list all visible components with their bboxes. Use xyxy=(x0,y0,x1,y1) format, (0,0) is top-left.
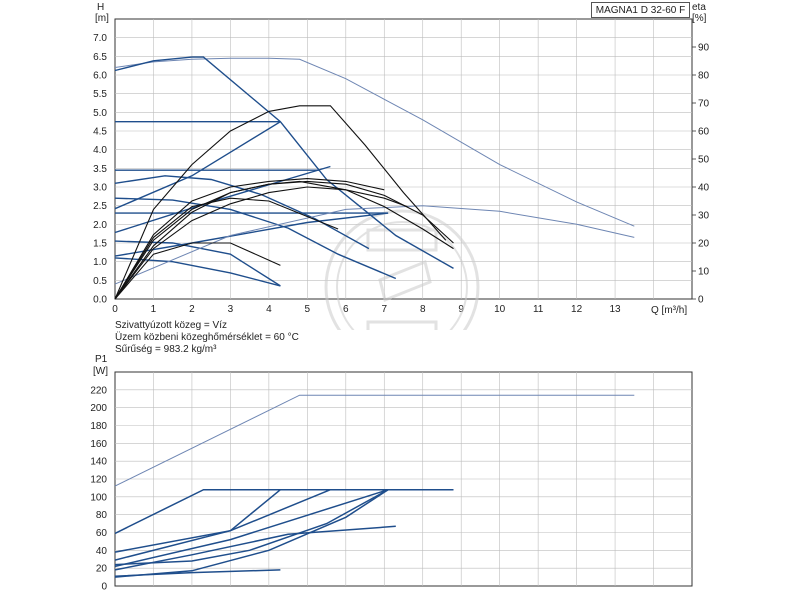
y-tick-label: 4.0 xyxy=(93,145,107,156)
y2-tick-label: 90 xyxy=(698,43,710,54)
y2-tick-label: 30 xyxy=(698,211,710,222)
plot-area xyxy=(114,18,693,300)
watermark-ring-inner xyxy=(336,221,468,330)
x-tick-label: 1 xyxy=(151,304,157,315)
power-curve xyxy=(114,489,389,566)
y-tick-label: 3.5 xyxy=(93,164,107,175)
x-tick-label: 12 xyxy=(571,304,583,315)
y2-tick-label: 40 xyxy=(698,183,710,194)
head-curve xyxy=(114,197,397,280)
power-curve xyxy=(114,488,454,535)
efficiency-curve xyxy=(114,242,281,300)
x-tick-label: 13 xyxy=(610,304,622,315)
y-tick-label: 6.0 xyxy=(93,71,107,82)
efficiency-curve xyxy=(114,105,447,300)
x-tick-label: 0 xyxy=(112,304,118,315)
y-tick-label: 0 xyxy=(101,582,107,593)
y-tick-label: 3.0 xyxy=(93,183,107,194)
pump-model-title: MAGNA1 D 32-60 F xyxy=(591,2,690,18)
watermark-ring-outer xyxy=(324,209,480,330)
y-tick-label: 0.0 xyxy=(93,295,107,306)
y2-tick-label: 20 xyxy=(698,239,710,250)
x-tick-label: 4 xyxy=(266,304,272,315)
y-tick-label: 1.0 xyxy=(93,257,107,268)
y-tick-label: 200 xyxy=(90,403,107,414)
head-curve xyxy=(114,205,635,285)
power-curve xyxy=(114,394,635,487)
x-tick-label: 3 xyxy=(228,304,234,315)
efficiency-curve xyxy=(114,197,339,300)
y-tick-label: 2.0 xyxy=(93,220,107,231)
y-tick-label: 160 xyxy=(90,439,107,450)
y-tick-label: 220 xyxy=(90,385,107,396)
y-tick-label: 180 xyxy=(90,421,107,432)
power-curve xyxy=(114,489,331,561)
y-tick-label: 20 xyxy=(96,564,108,575)
y-tick-label: 80 xyxy=(96,510,108,521)
y2-tick-label: 10 xyxy=(698,267,710,278)
y-tick-label: 120 xyxy=(90,475,107,486)
watermark-glyph xyxy=(366,228,438,330)
power-curve xyxy=(114,488,389,568)
temperature-info-line: Üzem közbeni közeghőmérséklet = 60 °C xyxy=(115,332,299,343)
y2-axis-label: eta xyxy=(692,2,706,13)
y2-axis-unit: [%] xyxy=(692,13,707,24)
x-tick-label: 11 xyxy=(533,304,544,315)
y-axis-unit: [W] xyxy=(93,366,108,377)
head-efficiency-chart: 0 1 2 3 4 5 6 7 8 9 10 11 12 130.00.51.01.52.02.53.03… xyxy=(93,2,710,330)
fluid-info-line: Szivattyúzott közeg = Víz xyxy=(115,320,227,331)
y-axis-label: H xyxy=(97,2,104,13)
y-tick-label: 60 xyxy=(96,528,108,539)
x-tick-label: 6 xyxy=(343,304,349,315)
y-tick-label: 100 xyxy=(90,492,107,503)
y2-tick-label: 50 xyxy=(698,155,710,166)
y2-tick-label: 60 xyxy=(698,127,710,138)
head-curve xyxy=(114,121,281,210)
power-curve xyxy=(114,489,389,578)
y-tick-label: 5.5 xyxy=(93,89,107,100)
y-tick-label: 2.5 xyxy=(93,201,107,212)
y-tick-label: 7.0 xyxy=(93,33,107,44)
y2-tick-label: 80 xyxy=(698,71,710,82)
head-curve xyxy=(114,56,454,270)
y-tick-label: 4.5 xyxy=(93,127,107,138)
y-tick-label: 5.0 xyxy=(93,108,107,119)
y2-tick-label: 0 xyxy=(698,295,704,306)
head-curve xyxy=(114,240,281,287)
x-tick-label: 9 xyxy=(458,304,464,315)
x-tick-label: 5 xyxy=(305,304,311,315)
x-axis-label: Q [m³/h] xyxy=(651,305,687,316)
x-tick-label: 2 xyxy=(189,304,195,315)
efficiency-curve xyxy=(114,180,454,300)
efficiency-curve xyxy=(114,178,385,300)
x-tick-label: 8 xyxy=(420,304,426,315)
y-axis-unit: [m] xyxy=(95,13,109,24)
y2-tick-label: 70 xyxy=(698,99,710,110)
power-curve xyxy=(114,569,281,577)
head-curve xyxy=(114,57,635,227)
power-chart: 0 20 40 60 80 100 120 140 160 180 200 220 P1[W] xyxy=(90,354,693,593)
x-tick-label: 7 xyxy=(381,304,387,315)
y-tick-label: 0.5 xyxy=(93,276,107,287)
y-tick-label: 1.5 xyxy=(93,239,107,250)
y-axis-label: P1 xyxy=(95,354,108,365)
density-info-line: Sűrűség = 983.2 kg/m³ xyxy=(115,344,217,355)
watermark-logo xyxy=(324,209,480,330)
y-tick-label: 140 xyxy=(90,457,107,468)
efficiency-curve xyxy=(114,186,408,300)
y-tick-label: 6.5 xyxy=(93,52,107,63)
x-tick-label: 10 xyxy=(494,304,506,315)
y-tick-label: 40 xyxy=(96,546,108,557)
